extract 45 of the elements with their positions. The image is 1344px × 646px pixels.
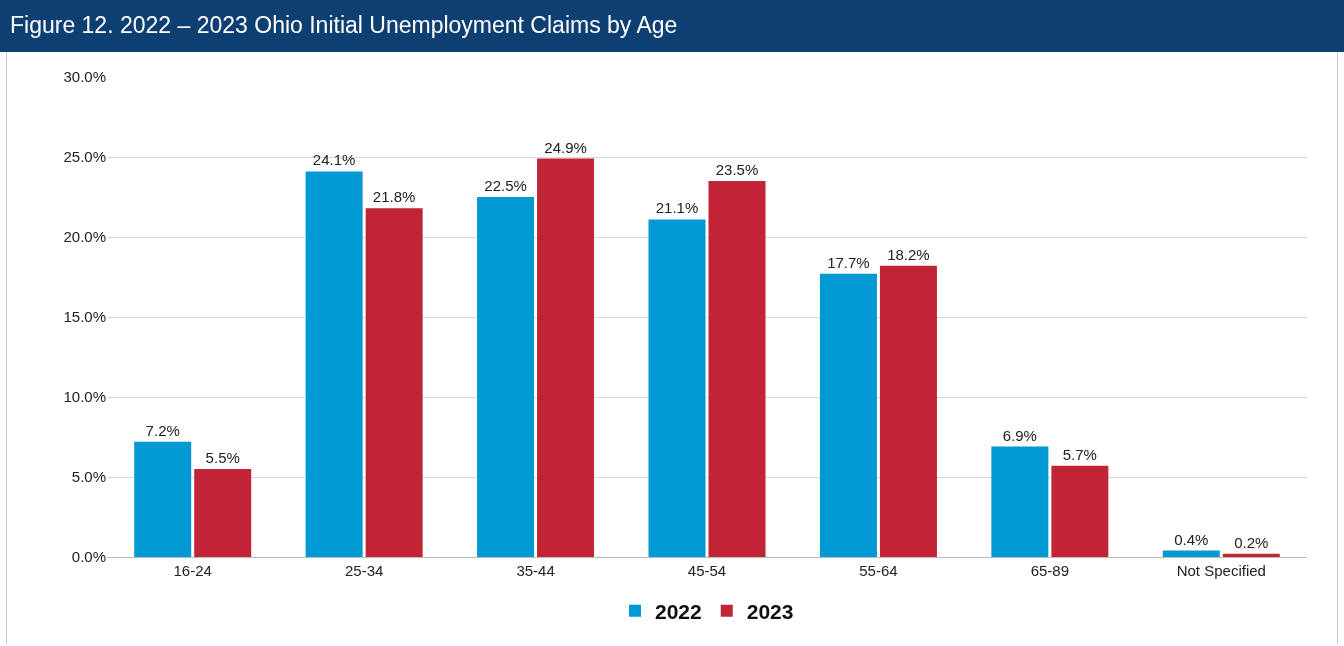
legend-label: 2023: [746, 599, 794, 623]
y-tick-label: 0.0%: [71, 548, 106, 566]
x-tick-label: 16-24: [173, 562, 212, 579]
data-label: 18.2%: [887, 245, 930, 263]
bar: [305, 171, 363, 557]
bar: [648, 219, 706, 557]
bar: [477, 197, 535, 557]
legend-label: 2022: [655, 599, 702, 623]
bar: [194, 469, 252, 557]
y-tick-label: 15.0%: [63, 308, 106, 326]
x-tick-label: 55-64: [859, 562, 898, 579]
chart-title: Figure 12. 2022 – 2023 Ohio Initial Unemployment Claims by Age: [0, 0, 1344, 52]
y-tick-label: 30.0%: [63, 68, 106, 86]
data-label: 23.5%: [715, 161, 759, 178]
y-tick-label: 10.0%: [63, 388, 106, 406]
data-label: 22.5%: [484, 177, 527, 194]
bar: [134, 441, 192, 557]
x-tick-label: Not Specified: [1176, 562, 1266, 579]
data-label: 7.2%: [145, 421, 180, 439]
data-label: 24.9%: [544, 138, 587, 156]
data-label: 5.7%: [1062, 445, 1097, 463]
bar: [365, 208, 423, 557]
bar: [1162, 550, 1220, 557]
data-label: 5.5%: [205, 449, 240, 466]
x-tick-label: 65-89: [1030, 562, 1070, 579]
bar: [879, 265, 937, 557]
bar: [1051, 465, 1109, 557]
data-label: 17.7%: [827, 253, 870, 271]
data-label: 0.2%: [1234, 533, 1269, 551]
y-tick-label: 5.0%: [71, 468, 106, 486]
data-label: 24.1%: [312, 151, 356, 169]
x-tick-label: 35-44: [516, 562, 555, 579]
bar: [819, 273, 877, 557]
data-label: 6.9%: [1002, 426, 1037, 444]
x-tick-label: 45-54: [687, 562, 727, 579]
x-tick-label: 25-34: [344, 562, 384, 579]
bar: [991, 446, 1049, 557]
y-tick-label: 20.0%: [63, 228, 106, 246]
bar: [1222, 553, 1280, 557]
data-label: 0.4%: [1174, 530, 1209, 548]
y-tick-label: 25.0%: [63, 148, 106, 166]
bar: [708, 181, 766, 557]
bar: [537, 158, 595, 557]
data-label: 21.1%: [655, 199, 699, 217]
data-label: 21.8%: [372, 188, 416, 206]
